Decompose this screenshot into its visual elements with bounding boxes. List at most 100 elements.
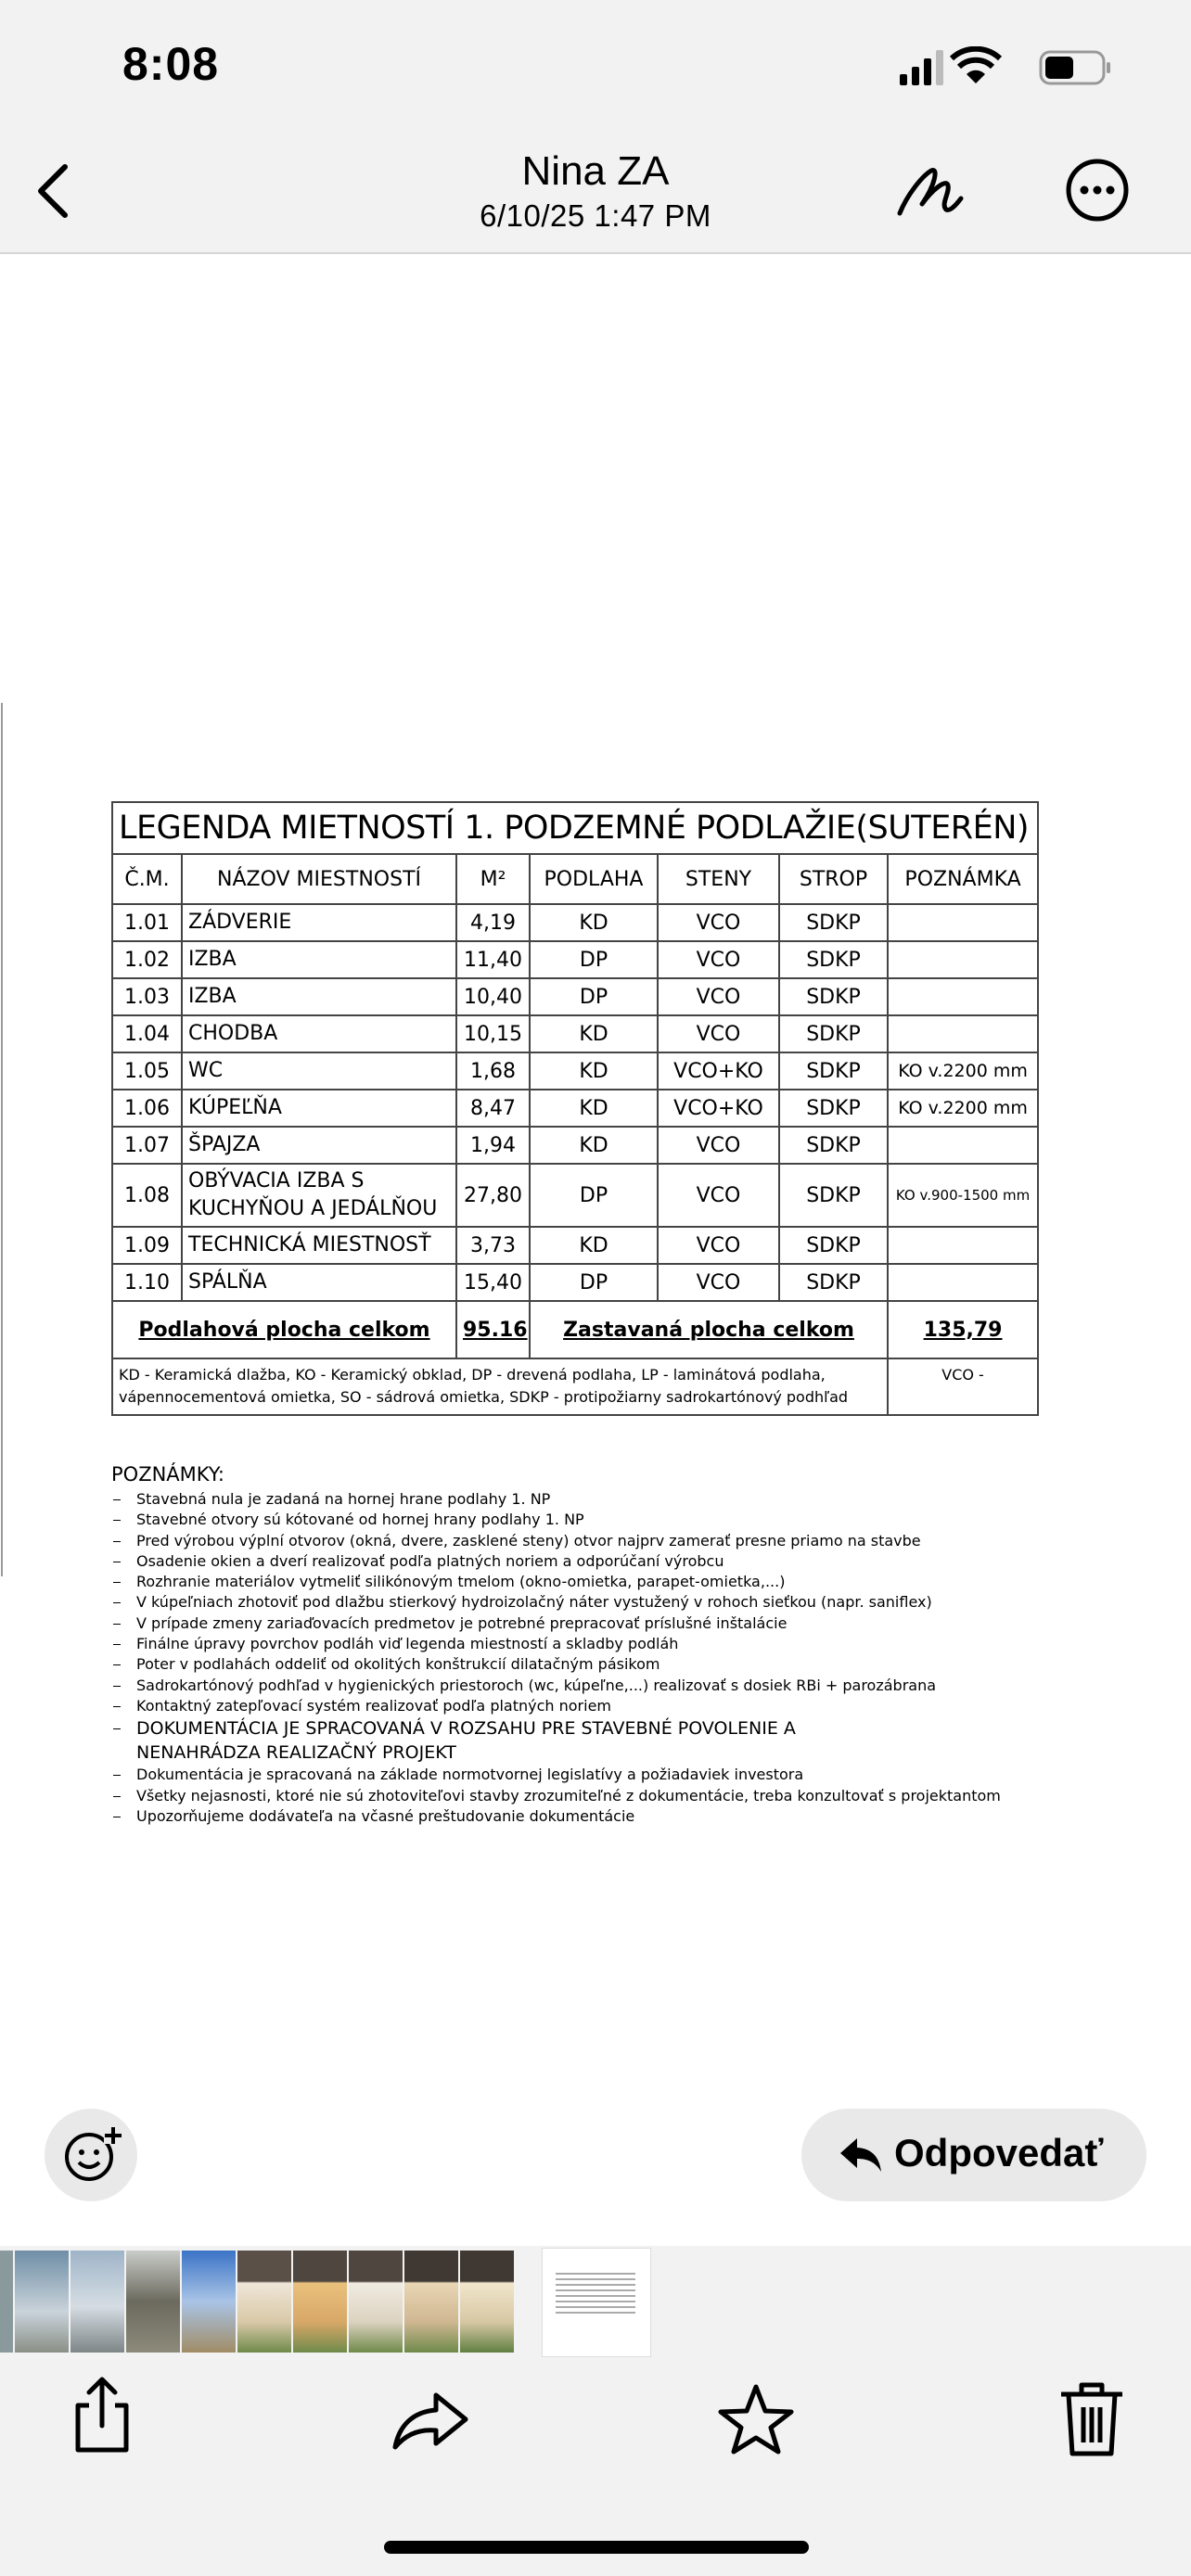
reply-icon — [840, 2138, 881, 2172]
note-item: DOKUMENTÁCIA JE SPRACOVANÁ V ROZSAHU PRE… — [111, 1716, 906, 1765]
more-button[interactable] — [1065, 158, 1130, 223]
bullet-dash — [113, 1623, 121, 1625]
header-divider — [0, 252, 1191, 254]
column-header: Č.M. — [111, 853, 183, 905]
note-text: DOKUMENTÁCIA JE SPRACOVANÁ V ROZSAHU PRE… — [136, 1718, 796, 1764]
column-header: PODLAHA — [529, 853, 659, 905]
forward-button[interactable] — [390, 2388, 473, 2453]
cell-name: ŠPAJZA — [181, 1126, 457, 1165]
floor-area-label: Podlahová plocha celkom — [111, 1300, 457, 1359]
note-item: Pred výrobou výplní otvorov (okná, dvere… — [111, 1531, 1002, 1551]
note-text: Osadenie okien a dverí realizovať podľa … — [136, 1551, 724, 1570]
reply-label: Odpovedať — [894, 2131, 1104, 2174]
cell-note: KO v.900-1500 mm — [886, 1163, 1040, 1228]
cell-walls: VCO — [657, 903, 780, 942]
notes-heading: POZNÁMKY: — [111, 1463, 224, 1486]
note-item: Dokumentácia je spracovaná na základe no… — [111, 1765, 1002, 1785]
status-time: 8:08 — [122, 38, 220, 90]
note-text: Kontaktný zatepľovací systém realizovať … — [136, 1696, 612, 1715]
column-header: NÁZOV MIESTNOSTÍ — [181, 853, 457, 905]
back-button[interactable] — [33, 161, 74, 221]
header-row: Č.M. NÁZOV MIESTNOSTÍ M² PODLAHA STENY STROP P… — [111, 853, 1040, 905]
note-item: Poter v podlahách oddeliť od okolitých k… — [111, 1654, 1002, 1675]
favorite-button[interactable] — [716, 2381, 796, 2455]
cell-name: IZBA — [181, 940, 457, 979]
cell-floor: DP — [529, 940, 659, 979]
cell-ceiling: SDKP — [778, 1052, 889, 1090]
cell-walls: VCO — [657, 1014, 780, 1053]
column-header: M² — [455, 853, 531, 905]
cell-name: CHODBA — [181, 1014, 457, 1053]
bullet-dash — [113, 1775, 121, 1777]
bullet-dash — [113, 1582, 121, 1584]
note-text: Stavebná nula je zadaná na hornej hrane … — [136, 1490, 551, 1508]
cell-ceiling: SDKP — [778, 940, 889, 979]
note-item: Finálne úpravy povrchov podláh viď legen… — [111, 1634, 1002, 1654]
cell-no: 1.01 — [111, 903, 183, 942]
reply-button[interactable]: Odpovedať — [801, 2109, 1146, 2201]
bullet-dash — [113, 1540, 121, 1542]
cell-note: KO v.2200 mm — [886, 1052, 1040, 1090]
bullet-dash — [113, 1705, 121, 1707]
note-text: Pred výrobou výplní otvorov (okná, dvere… — [136, 1531, 921, 1549]
note-text: Stavebné otvory sú kótované od hornej hr… — [136, 1511, 584, 1529]
cell-note — [886, 1226, 1040, 1265]
cell-name: SPÁLŇA — [181, 1263, 457, 1302]
reaction-button[interactable] — [45, 2109, 137, 2201]
note-item: V prípade zmeny zariaďovacích predmetov … — [111, 1613, 1002, 1634]
cell-name: TECHNICKÁ MIESTNOSŤ — [181, 1226, 457, 1265]
room-row: 1.05 WC 1,68 KD VCO+KO SDKP KO v.2200 mm — [111, 1052, 1040, 1090]
bullet-dash — [113, 1520, 121, 1522]
column-header: POZNÁMKA — [886, 853, 1040, 905]
note-text: Rozhranie materiálov vytmeliť silikónový… — [136, 1573, 786, 1591]
markup-button[interactable] — [894, 158, 968, 223]
cell-no: 1.06 — [111, 1089, 183, 1128]
floor-area-value: 95.16 — [455, 1300, 531, 1359]
cell-no: 1.04 — [111, 1014, 183, 1053]
cell-walls: VCO+KO — [657, 1052, 780, 1090]
room-row: 1.04 CHODBA 10,15 KD VCO SDKP — [111, 1014, 1040, 1053]
built-area-label: Zastavaná plocha celkom — [529, 1300, 889, 1359]
abbreviation-row: KD - Keramická dlažba, KO - Keramický ob… — [111, 1358, 1040, 1416]
cell-ceiling: SDKP — [778, 1226, 889, 1265]
cell-name: OBÝVACIA IZBA S KUCHYŇOU A JEDÁLŇOU — [181, 1163, 457, 1228]
note-text: Sadrokartónový podhľad v hygienických pr… — [136, 1676, 937, 1694]
share-button[interactable] — [65, 2374, 139, 2457]
cell-no: 1.03 — [111, 977, 183, 1016]
cell-ceiling: SDKP — [778, 977, 889, 1016]
room-row: 1.08 OBÝVACIA IZBA S KUCHYŇOU A JEDÁLŇOU 2… — [111, 1163, 1040, 1228]
reaction-icon — [65, 2127, 122, 2181]
cell-walls: VCO — [657, 1126, 780, 1165]
cell-floor: DP — [529, 977, 659, 1016]
header-date: 6/10/25 1:47 PM — [480, 198, 711, 233]
room-row: 1.03 IZBA 10,40 DP VCO SDKP — [111, 977, 1040, 1016]
note-text: Dokumentácia je spracovaná na základe no… — [136, 1766, 804, 1784]
cell-walls: VCO — [657, 977, 780, 1016]
note-item: V kúpeľniach zhotoviť pod dlažbu stierko… — [111, 1592, 1002, 1613]
cell-floor: KD — [529, 1126, 659, 1165]
delete-button[interactable] — [1057, 2379, 1126, 2457]
current-thumbnail[interactable] — [542, 2248, 651, 2357]
table-title: LEGENDA MIETNOSTÍ 1. PODZEMNÉ PODLAŽIE(S… — [110, 801, 1040, 855]
cell-walls: VCO — [657, 1226, 780, 1265]
cell-ceiling: SDKP — [778, 1089, 889, 1128]
cell-name: KÚPEĽŇA — [181, 1089, 457, 1128]
cell-note — [886, 903, 1040, 942]
note-text: Upozorňujeme dodávateľa na včasné preštu… — [136, 1806, 635, 1825]
note-item: Kontaktný zatepľovací systém realizovať … — [111, 1696, 1002, 1716]
bullet-dash — [113, 1644, 121, 1646]
notes: POZNÁMKY: Stavebná nula je zadaná na hor… — [111, 1463, 1002, 1827]
cell-floor: KD — [529, 1014, 659, 1053]
note-text: Všetky nejasnosti, ktoré nie sú zhotovit… — [136, 1786, 1001, 1804]
room-row: 1.01 ZÁDVERIE 4,19 KD VCO SDKP — [111, 903, 1040, 942]
abbreviation-extra: VCO - — [886, 1358, 1040, 1416]
cell-ceiling: SDKP — [778, 1126, 889, 1165]
cell-area: 1,94 — [455, 1126, 531, 1165]
abbreviation-legend: KD - Keramická dlažba, KO - Keramický ob… — [111, 1358, 889, 1416]
cell-floor: KD — [529, 1052, 659, 1090]
cell-no: 1.10 — [111, 1263, 183, 1302]
room-row: 1.09 TECHNICKÁ MIESTNOSŤ 3,73 KD VCO SDKP — [111, 1226, 1040, 1265]
note-item: Upozorňujeme dodávateľa na včasné preštu… — [111, 1806, 1002, 1827]
note-item: Všetky nejasnosti, ktoré nie sú zhotovit… — [111, 1786, 1002, 1806]
cell-walls: VCO+KO — [657, 1089, 780, 1128]
